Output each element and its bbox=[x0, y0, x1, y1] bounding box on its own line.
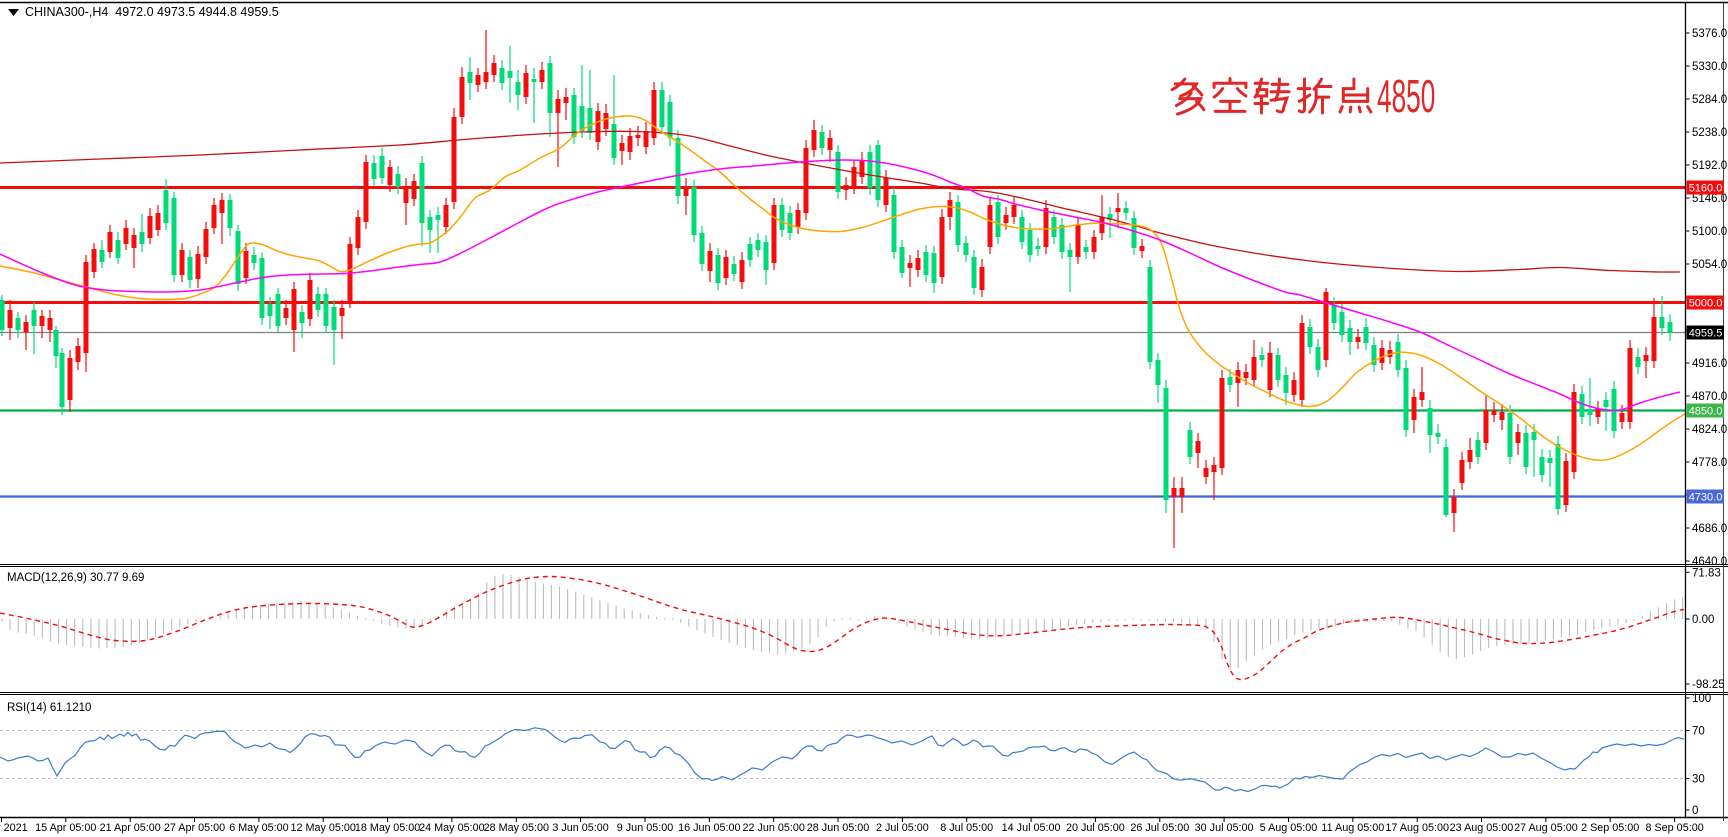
svg-text:71.83: 71.83 bbox=[1692, 567, 1721, 579]
svg-text:4686.0: 4686.0 bbox=[1692, 523, 1727, 535]
svg-text:0: 0 bbox=[1692, 805, 1698, 817]
svg-text:4870.0: 4870.0 bbox=[1692, 391, 1727, 403]
svg-text:CHINA300-,H4 4972.0 4973.5 49: CHINA300-,H4 4972.0 4973.5 4944.8 4959.5 bbox=[25, 5, 279, 19]
svg-text:4959.5: 4959.5 bbox=[1689, 328, 1723, 340]
svg-text:2 Sep 05:00: 2 Sep 05:00 bbox=[1581, 822, 1639, 834]
svg-text:4850: 4850 bbox=[1377, 70, 1435, 122]
svg-text:12 May 05:00: 12 May 05:00 bbox=[290, 822, 355, 834]
svg-text:30: 30 bbox=[1692, 774, 1705, 786]
svg-text:5054.0: 5054.0 bbox=[1692, 259, 1727, 271]
svg-text:15 Apr 05:00: 15 Apr 05:00 bbox=[35, 822, 96, 834]
svg-text:5146.0: 5146.0 bbox=[1692, 193, 1727, 205]
svg-text:RSI(14) 61.1210: RSI(14) 61.1210 bbox=[7, 702, 91, 714]
svg-text:11 Aug 05:00: 11 Aug 05:00 bbox=[1321, 822, 1384, 834]
svg-text:30 Jul 05:00: 30 Jul 05:00 bbox=[1195, 822, 1254, 834]
svg-text:22 Jun 05:00: 22 Jun 05:00 bbox=[742, 822, 804, 834]
svg-text:8 Sep 05:00: 8 Sep 05:00 bbox=[1645, 822, 1703, 834]
svg-text:5100.0: 5100.0 bbox=[1692, 226, 1727, 238]
svg-text:4916.0: 4916.0 bbox=[1692, 358, 1727, 370]
svg-text:23 Aug 05:00: 23 Aug 05:00 bbox=[1450, 822, 1514, 834]
svg-text:28 May 05:00: 28 May 05:00 bbox=[484, 822, 549, 834]
svg-text:4778.0: 4778.0 bbox=[1692, 457, 1727, 469]
svg-text:27 Apr 05:00: 27 Apr 05:00 bbox=[164, 822, 225, 834]
svg-text:17 Aug 05:00: 17 Aug 05:00 bbox=[1385, 822, 1449, 834]
svg-text:-98.25: -98.25 bbox=[1692, 679, 1725, 691]
svg-text:70: 70 bbox=[1692, 726, 1705, 738]
svg-text:4730.0: 4730.0 bbox=[1689, 492, 1723, 504]
svg-text:4850.0: 4850.0 bbox=[1689, 406, 1723, 418]
svg-text:24 May 05:00: 24 May 05:00 bbox=[419, 822, 484, 834]
svg-text:5330.0: 5330.0 bbox=[1692, 61, 1727, 73]
svg-text:6 May 05:00: 6 May 05:00 bbox=[229, 822, 288, 834]
svg-text:9 Jun 05:00: 9 Jun 05:00 bbox=[617, 822, 673, 834]
svg-text:28 Jun 05:00: 28 Jun 05:00 bbox=[807, 822, 869, 834]
svg-text:5160.0: 5160.0 bbox=[1689, 183, 1723, 195]
svg-text:14 Jul 05:00: 14 Jul 05:00 bbox=[1002, 822, 1061, 834]
svg-text:9 Apr 2021: 9 Apr 2021 bbox=[0, 822, 28, 834]
svg-text:26 Jul 05:00: 26 Jul 05:00 bbox=[1130, 822, 1189, 834]
svg-text:4824.0: 4824.0 bbox=[1692, 424, 1727, 436]
svg-text:20 Jul 05:00: 20 Jul 05:00 bbox=[1066, 822, 1125, 834]
svg-text:5238.0: 5238.0 bbox=[1692, 127, 1727, 139]
svg-text:5376.0: 5376.0 bbox=[1692, 28, 1727, 40]
svg-text:3 Jun 05:00: 3 Jun 05:00 bbox=[552, 822, 608, 834]
svg-text:27 Aug 05:00: 27 Aug 05:00 bbox=[1514, 822, 1578, 834]
svg-text:2 Jul 05:00: 2 Jul 05:00 bbox=[876, 822, 929, 834]
svg-text:0.00: 0.00 bbox=[1692, 614, 1714, 626]
svg-text:5 Aug 05:00: 5 Aug 05:00 bbox=[1260, 822, 1318, 834]
svg-text:MACD(12,26,9) 30.77 9.69: MACD(12,26,9) 30.77 9.69 bbox=[7, 572, 144, 584]
svg-text:5192.0: 5192.0 bbox=[1692, 160, 1727, 172]
svg-text:21 Apr 05:00: 21 Apr 05:00 bbox=[100, 822, 161, 834]
svg-text:4640.0: 4640.0 bbox=[1692, 556, 1727, 568]
svg-text:5284.0: 5284.0 bbox=[1692, 94, 1727, 106]
svg-text:5000.0: 5000.0 bbox=[1689, 298, 1723, 310]
svg-text:100: 100 bbox=[1692, 693, 1711, 705]
svg-text:8 Jul 05:00: 8 Jul 05:00 bbox=[940, 822, 993, 834]
svg-text:16 Jun 05:00: 16 Jun 05:00 bbox=[678, 822, 740, 834]
svg-text:18 May 05:00: 18 May 05:00 bbox=[355, 822, 420, 834]
